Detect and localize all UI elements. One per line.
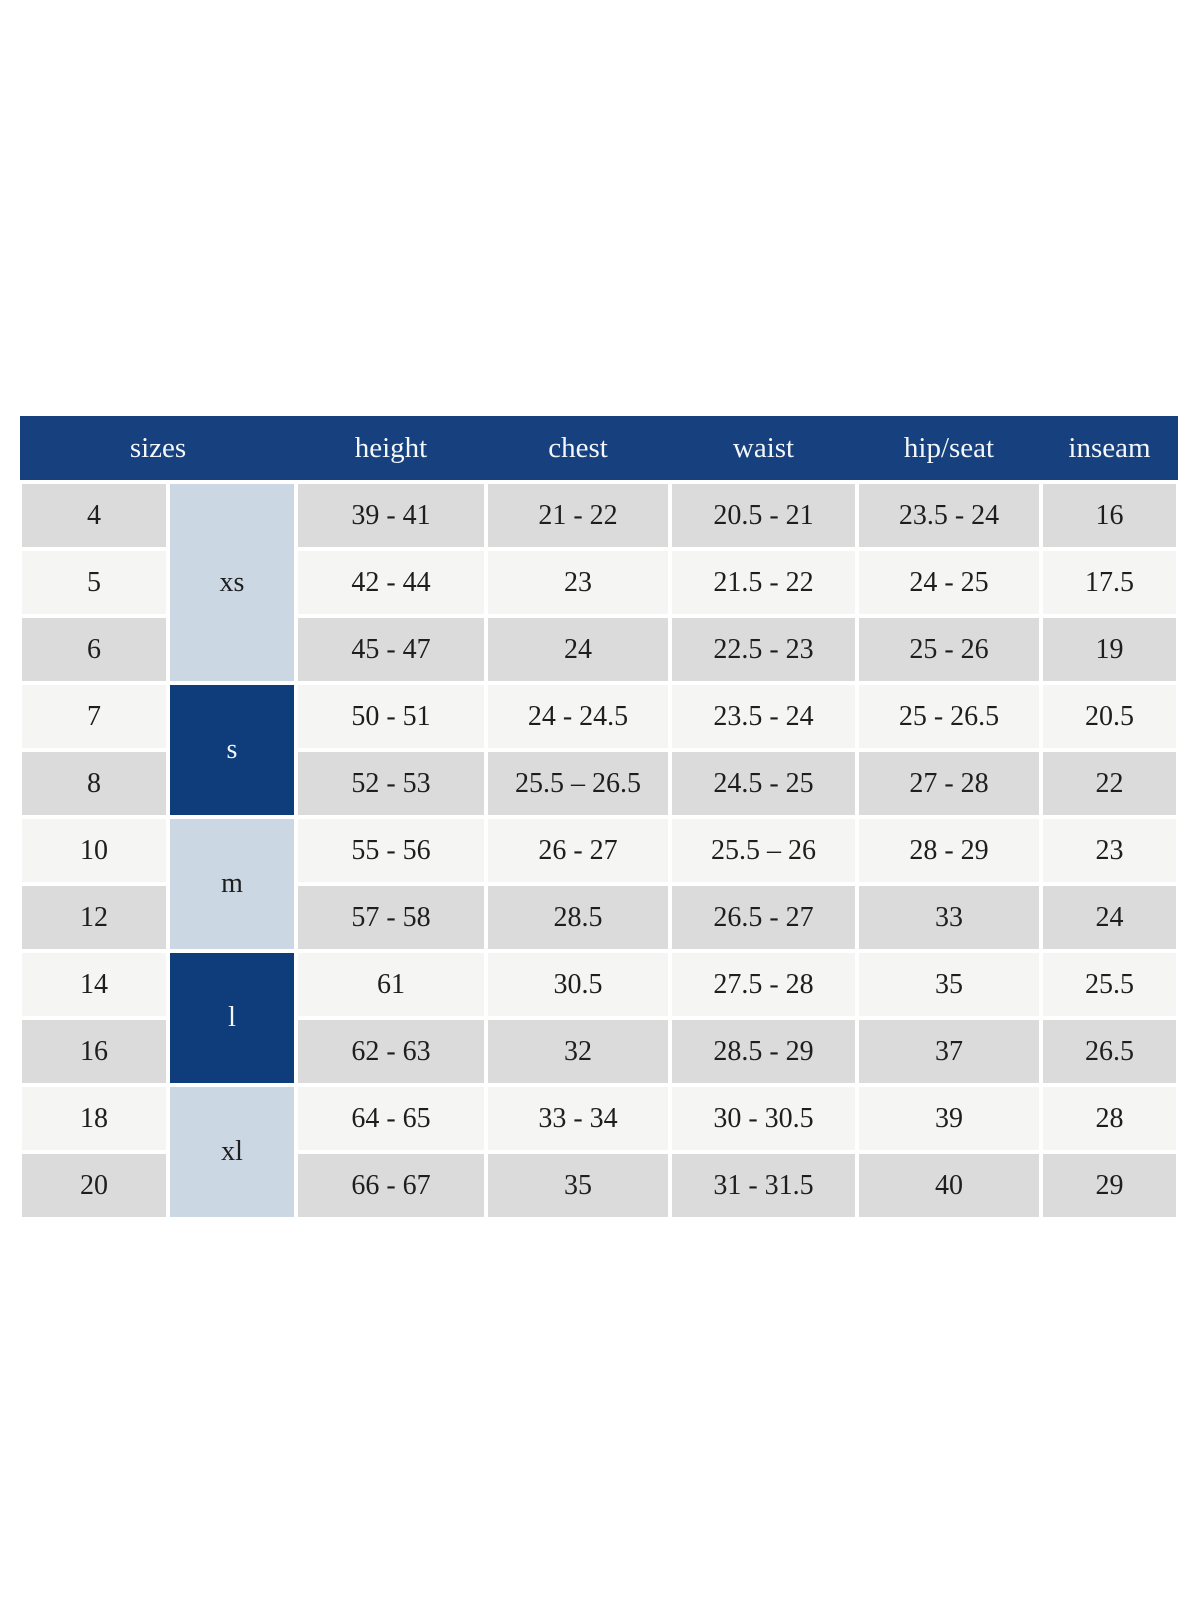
hip-seat-cell: 37 <box>857 1018 1041 1085</box>
size-table-body: 4 xs 39 - 41 21 - 22 20.5 - 21 23.5 - 24 16 5 42… <box>20 482 1178 1219</box>
table-row: 6 45 - 47 24 22.5 - 23 25 - 26 19 <box>20 616 1178 683</box>
waist-cell: 24.5 - 25 <box>670 750 857 817</box>
inseam-cell: 17.5 <box>1041 549 1178 616</box>
hip-seat-cell: 24 - 25 <box>857 549 1041 616</box>
waist-cell: 21.5 - 22 <box>670 549 857 616</box>
chest-cell: 30.5 <box>486 951 670 1018</box>
table-row: 18 xl 64 - 65 33 - 34 30 - 30.5 39 28 <box>20 1085 1178 1219</box>
table-row: 4 xs 39 - 41 21 - 22 20.5 - 21 23.5 - 24 16 <box>20 482 1178 683</box>
table-row: 10 m 55 - 56 26 - 27 25.5 – 26 28 - 29 23 <box>20 817 1178 951</box>
chest-cell: 35 <box>486 1152 670 1219</box>
table-row: 8 52 - 53 25.5 – 26.5 24.5 - 25 27 - 28 22 <box>20 750 1178 817</box>
chest-cell: 24 - 24.5 <box>486 683 670 750</box>
waist-cell: 28.5 - 29 <box>670 1018 857 1085</box>
header-row: sizes height chest waist hip/seat inseam <box>20 416 1178 482</box>
waist-cell: 20.5 - 21 <box>670 482 857 549</box>
inseam-cell: 25.5 <box>1041 951 1178 1018</box>
inseam-cell: 26.5 <box>1041 1018 1178 1085</box>
size-letter-cell: m <box>168 817 296 951</box>
chest-cell: 32 <box>486 1018 670 1085</box>
size-number-cell: 20 <box>20 1152 168 1219</box>
waist-cell: 30 - 30.5 <box>670 1085 857 1152</box>
hip-seat-cell: 25 - 26.5 <box>857 683 1041 750</box>
header-cell-hip-seat: hip/seat <box>857 416 1041 482</box>
size-number-cell: 12 <box>20 884 168 951</box>
header-cell-inseam: inseam <box>1041 416 1178 482</box>
inseam-cell: 23 <box>1041 817 1178 884</box>
height-cell: 66 - 67 <box>296 1152 486 1219</box>
size-letter-cell: xs <box>168 482 296 683</box>
chest-cell: 26 - 27 <box>486 817 670 884</box>
header-cell-waist: waist <box>670 416 857 482</box>
chest-cell: 23 <box>486 549 670 616</box>
header-cell-sizes: sizes <box>20 416 296 482</box>
waist-cell: 22.5 - 23 <box>670 616 857 683</box>
size-number-cell: 18 <box>20 1085 168 1152</box>
height-cell: 45 - 47 <box>296 616 486 683</box>
chest-cell: 24 <box>486 616 670 683</box>
size-number-cell: 5 <box>20 549 168 616</box>
hip-seat-cell: 27 - 28 <box>857 750 1041 817</box>
height-cell: 52 - 53 <box>296 750 486 817</box>
size-number-cell: 6 <box>20 616 168 683</box>
size-letter-cell: s <box>168 683 296 817</box>
waist-cell: 23.5 - 24 <box>670 683 857 750</box>
hip-seat-cell: 35 <box>857 951 1041 1018</box>
height-cell: 55 - 56 <box>296 817 486 884</box>
size-chart-table: sizes height chest waist hip/seat inseam… <box>20 416 1178 1219</box>
inseam-cell: 16 <box>1041 482 1178 549</box>
hip-seat-cell: 40 <box>857 1152 1041 1219</box>
chest-cell: 21 - 22 <box>486 482 670 549</box>
inseam-cell: 28 <box>1041 1085 1178 1152</box>
chest-cell: 33 - 34 <box>486 1085 670 1152</box>
chest-cell: 28.5 <box>486 884 670 951</box>
table-row: 20 66 - 67 35 31 - 31.5 40 29 <box>20 1152 1178 1219</box>
chest-cell: 25.5 – 26.5 <box>486 750 670 817</box>
table-row: 14 l 61 30.5 27.5 - 28 35 25.5 <box>20 951 1178 1085</box>
size-number-cell: 10 <box>20 817 168 884</box>
table-row: 7 s 50 - 51 24 - 24.5 23.5 - 24 25 - 26.5 20.5 <box>20 683 1178 817</box>
hip-seat-cell: 28 - 29 <box>857 817 1041 884</box>
height-cell: 62 - 63 <box>296 1018 486 1085</box>
height-cell: 39 - 41 <box>296 482 486 549</box>
waist-cell: 27.5 - 28 <box>670 951 857 1018</box>
height-cell: 42 - 44 <box>296 549 486 616</box>
waist-cell: 25.5 – 26 <box>670 817 857 884</box>
hip-seat-cell: 33 <box>857 884 1041 951</box>
header-cell-height: height <box>296 416 486 482</box>
hip-seat-cell: 39 <box>857 1085 1041 1152</box>
size-letter-cell: xl <box>168 1085 296 1219</box>
hip-seat-cell: 23.5 - 24 <box>857 482 1041 549</box>
size-number-cell: 16 <box>20 1018 168 1085</box>
table-row: 16 62 - 63 32 28.5 - 29 37 26.5 <box>20 1018 1178 1085</box>
inseam-cell: 19 <box>1041 616 1178 683</box>
table-row: 12 57 - 58 28.5 26.5 - 27 33 24 <box>20 884 1178 951</box>
height-cell: 64 - 65 <box>296 1085 486 1152</box>
size-number-cell: 14 <box>20 951 168 1018</box>
size-chart: sizes height chest waist hip/seat inseam… <box>20 416 1178 1219</box>
height-cell: 61 <box>296 951 486 1018</box>
size-number-cell: 4 <box>20 482 168 549</box>
hip-seat-cell: 25 - 26 <box>857 616 1041 683</box>
inseam-cell: 22 <box>1041 750 1178 817</box>
inseam-cell: 20.5 <box>1041 683 1178 750</box>
size-number-cell: 7 <box>20 683 168 750</box>
inseam-cell: 24 <box>1041 884 1178 951</box>
table-row: 5 42 - 44 23 21.5 - 22 24 - 25 17.5 <box>20 549 1178 616</box>
waist-cell: 26.5 - 27 <box>670 884 857 951</box>
waist-cell: 31 - 31.5 <box>670 1152 857 1219</box>
header-cell-chest: chest <box>486 416 670 482</box>
inseam-cell: 29 <box>1041 1152 1178 1219</box>
size-letter-cell: l <box>168 951 296 1085</box>
height-cell: 50 - 51 <box>296 683 486 750</box>
height-cell: 57 - 58 <box>296 884 486 951</box>
size-number-cell: 8 <box>20 750 168 817</box>
